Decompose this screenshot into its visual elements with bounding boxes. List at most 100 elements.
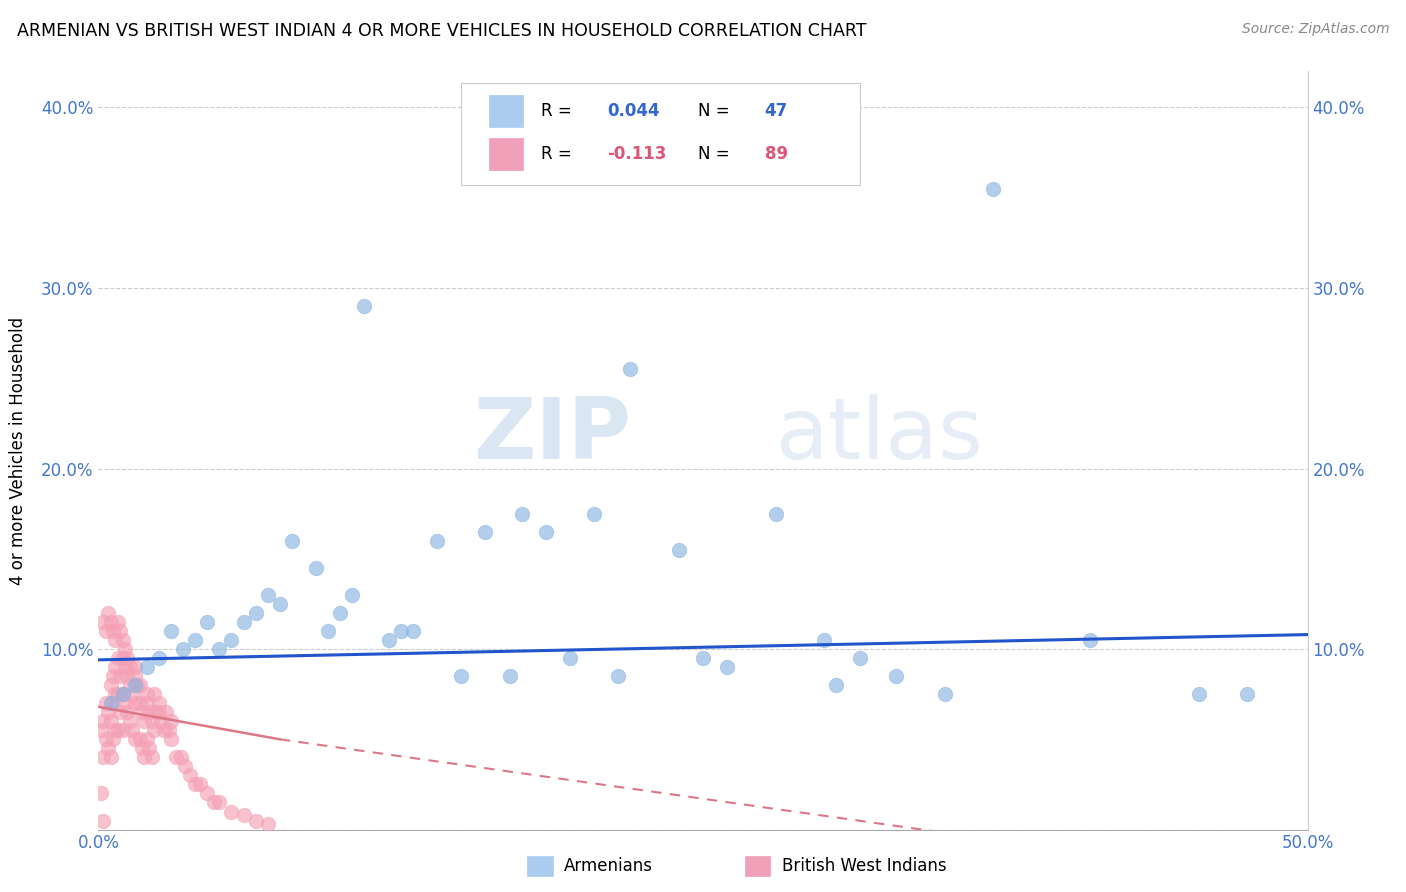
Point: [128, 678, 150, 692]
Point: [143, 687, 166, 701]
Point: [97, 741, 120, 756]
Point: [114, 696, 136, 710]
Point: [1236, 687, 1258, 701]
Point: [607, 669, 630, 683]
Point: [221, 633, 243, 648]
Point: [179, 768, 201, 782]
Point: [281, 533, 304, 548]
Point: [765, 507, 787, 521]
Point: [141, 714, 163, 729]
Point: [121, 687, 143, 701]
Point: [498, 669, 520, 683]
Point: [510, 507, 533, 521]
Point: [195, 787, 218, 801]
Point: [128, 732, 150, 747]
Point: [107, 651, 129, 665]
Point: [534, 524, 557, 539]
Point: [353, 299, 375, 313]
Point: [90, 723, 112, 738]
Point: [135, 660, 157, 674]
Point: [117, 651, 139, 665]
Text: atlas: atlas: [776, 393, 984, 477]
Point: [245, 606, 267, 620]
Point: [91, 714, 114, 729]
Point: [152, 723, 174, 738]
Point: [91, 750, 114, 764]
Point: [813, 633, 835, 648]
Point: [101, 624, 124, 638]
Point: [127, 678, 149, 692]
Text: N =: N =: [699, 103, 735, 120]
Point: [124, 669, 146, 683]
Text: N =: N =: [699, 145, 735, 163]
Point: [107, 723, 129, 738]
Point: [138, 705, 160, 719]
Text: 47: 47: [765, 103, 787, 120]
Point: [619, 362, 641, 376]
Point: [97, 705, 120, 719]
Point: [160, 732, 183, 747]
Point: [143, 723, 166, 738]
Point: [256, 817, 278, 831]
Point: [402, 624, 425, 638]
Point: [124, 678, 146, 692]
Point: [100, 696, 122, 710]
Point: [165, 750, 187, 764]
FancyBboxPatch shape: [461, 83, 860, 186]
Point: [558, 651, 581, 665]
Point: [208, 642, 231, 657]
Point: [134, 750, 156, 764]
Point: [104, 723, 127, 738]
Point: [111, 687, 134, 701]
Point: [124, 732, 146, 747]
Point: [160, 624, 183, 638]
Point: [148, 705, 170, 719]
Point: [204, 796, 226, 810]
Text: Source: ZipAtlas.com: Source: ZipAtlas.com: [1241, 22, 1389, 37]
Point: [157, 723, 180, 738]
Point: [121, 723, 143, 738]
Point: [148, 696, 170, 710]
Point: [111, 633, 134, 648]
Point: [100, 750, 122, 764]
Point: [128, 696, 150, 710]
Point: [188, 777, 211, 791]
Point: [450, 669, 472, 683]
Point: [107, 615, 129, 629]
Point: [107, 687, 129, 701]
Point: [145, 705, 167, 719]
Point: [118, 714, 141, 729]
Text: 89: 89: [765, 145, 787, 163]
Point: [111, 723, 134, 738]
Point: [131, 705, 153, 719]
Point: [169, 750, 191, 764]
Point: [232, 615, 254, 629]
Point: [141, 750, 163, 764]
Point: [135, 687, 157, 701]
Point: [118, 678, 141, 692]
Point: [377, 633, 399, 648]
Text: -0.113: -0.113: [607, 145, 666, 163]
Point: [101, 696, 124, 710]
Point: [195, 615, 218, 629]
Point: [981, 182, 1004, 196]
Point: [849, 651, 872, 665]
Point: [583, 507, 606, 521]
Point: [111, 651, 134, 665]
Point: [692, 651, 714, 665]
Y-axis label: 4 or more Vehicles in Household: 4 or more Vehicles in Household: [10, 317, 27, 584]
Point: [155, 705, 177, 719]
Point: [117, 705, 139, 719]
Point: [104, 633, 127, 648]
Point: [426, 533, 449, 548]
Point: [134, 714, 156, 729]
Point: [668, 542, 690, 557]
Point: [101, 669, 124, 683]
Point: [94, 624, 117, 638]
Point: [269, 597, 291, 611]
Point: [329, 606, 352, 620]
Text: ARMENIAN VS BRITISH WEST INDIAN 4 OR MORE VEHICLES IN HOUSEHOLD CORRELATION CHAR: ARMENIAN VS BRITISH WEST INDIAN 4 OR MOR…: [17, 22, 866, 40]
Point: [174, 759, 197, 773]
Point: [825, 678, 848, 692]
Point: [97, 606, 120, 620]
